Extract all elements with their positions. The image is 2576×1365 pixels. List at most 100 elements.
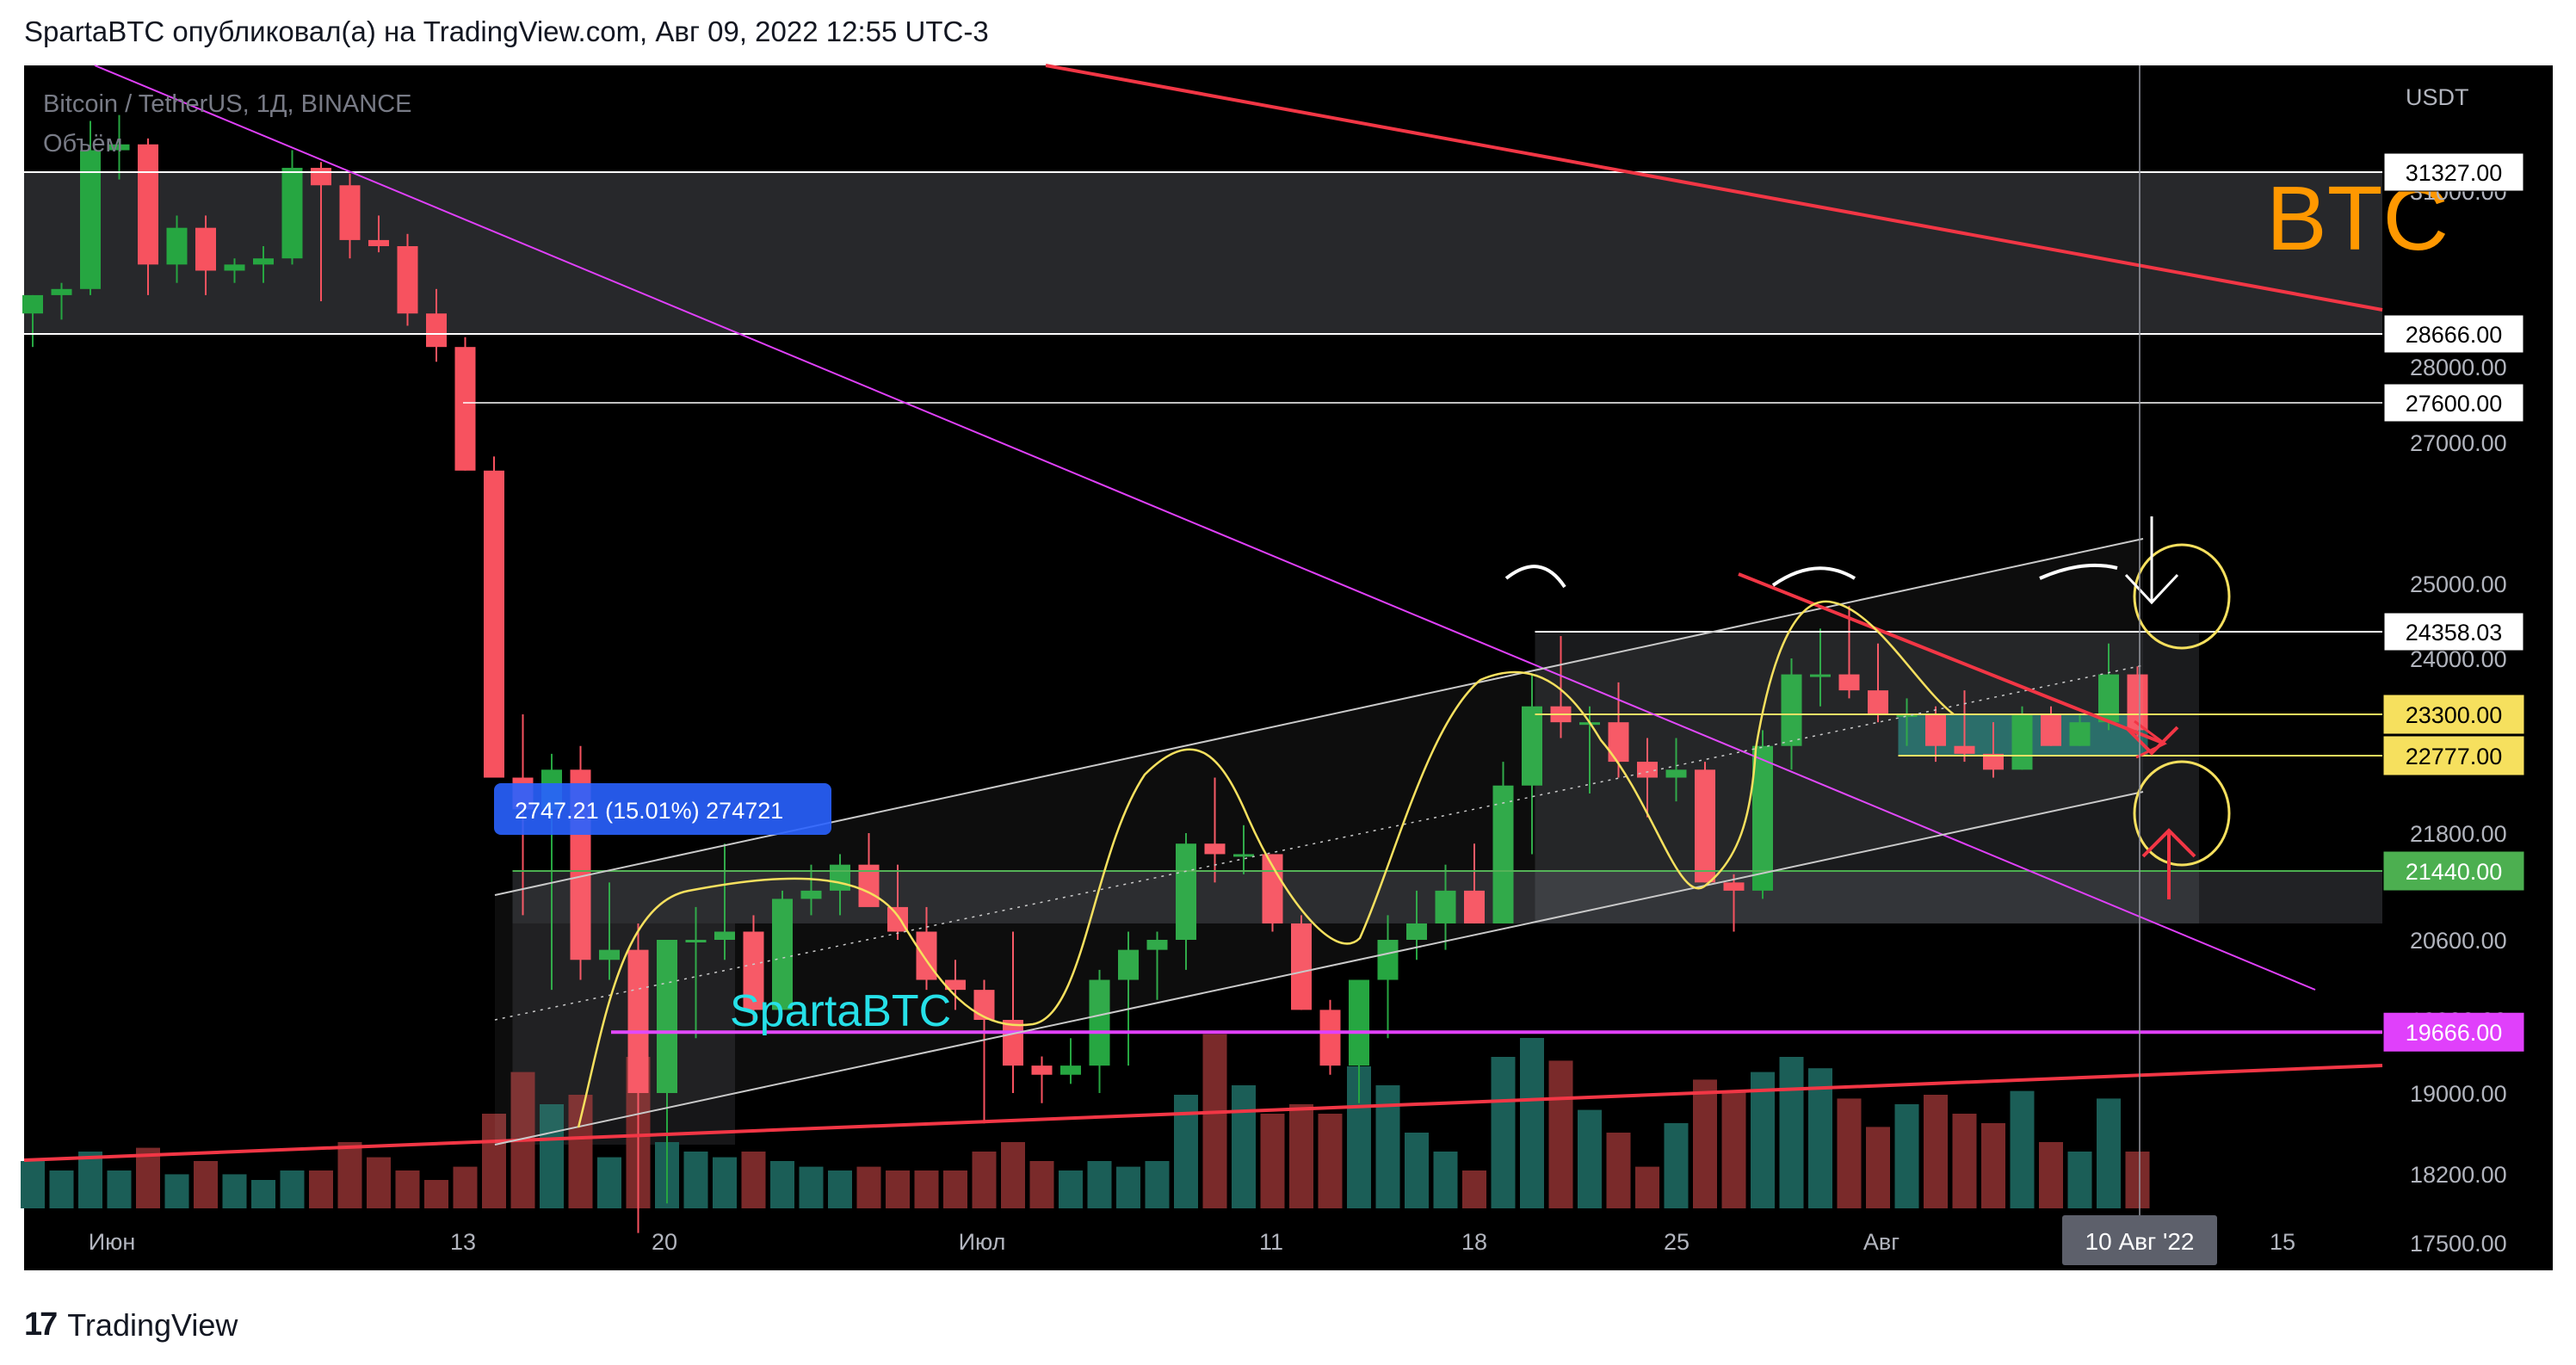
candle-body: [1522, 706, 1542, 786]
x-tick-label: 20: [652, 1229, 677, 1255]
volume-bar: [713, 1157, 737, 1208]
candle-body: [195, 227, 216, 271]
x-tick-label: Июн: [89, 1229, 136, 1255]
candle-body: [224, 264, 245, 271]
candle-body: [426, 313, 447, 348]
top-arc-3: [2039, 563, 2118, 580]
volume-bar: [1059, 1170, 1083, 1208]
volume-bar: [1751, 1072, 1775, 1208]
volume-bar: [395, 1170, 420, 1208]
candle-body: [743, 931, 764, 1010]
volume-bar: [482, 1114, 506, 1208]
top-arc-2: [1771, 566, 1856, 587]
candle-body: [1118, 949, 1139, 980]
symbol-title: Bitcoin / TetherUS, 1Д, BINANCE: [43, 90, 412, 118]
candle-body: [397, 246, 418, 314]
author-label: SpartaBTC: [730, 986, 951, 1036]
candle-body: [1492, 785, 1514, 923]
volume-bar: [1578, 1109, 1602, 1208]
red-trendline-top: [1045, 64, 2383, 312]
price-axis[interactable]: 31000.0028000.0027000.0025000.0024000.00…: [2383, 152, 2524, 1257]
volume-bar: [828, 1170, 852, 1208]
price-label-text: 19666.00: [2406, 1020, 2503, 1046]
price-label-text: 24358.03: [2406, 620, 2503, 645]
volume-bar: [2125, 1152, 2150, 1208]
volume-bar: [1029, 1161, 1054, 1208]
x-tick-label: 15: [2270, 1229, 2295, 1255]
candle-body: [1377, 940, 1399, 980]
candle-body: [627, 949, 649, 1093]
candle-body: [253, 258, 274, 265]
candle-body: [830, 864, 850, 891]
candle-body: [1031, 1065, 1053, 1075]
candle-body: [1060, 1065, 1081, 1075]
candle-body: [1637, 762, 1658, 778]
volume-bar: [194, 1161, 218, 1208]
publication-header: SpartaBTC опубликовал(а) на TradingView.…: [0, 0, 2576, 65]
volume-bar: [741, 1152, 766, 1208]
candle-body: [2069, 722, 2091, 746]
measure-tooltip: 2747.21 (15.01%) 274721: [494, 783, 831, 835]
candle-body: [714, 931, 735, 940]
candle-body: [1435, 890, 1456, 923]
candle-body: [1723, 882, 1745, 891]
candle-body: [454, 347, 476, 471]
candle-body: [1204, 843, 1226, 855]
volume-bar: [683, 1152, 708, 1208]
drawing-layer-front: [23, 64, 2383, 1215]
price-label-box: [2383, 851, 2524, 891]
volume-bar: [1808, 1068, 1832, 1208]
candle-body: [1954, 745, 1975, 754]
volume-bar: [1087, 1161, 1112, 1208]
volume-bar: [1433, 1152, 1458, 1208]
white-arrow-head: [2124, 573, 2179, 605]
volume-bar: [597, 1157, 621, 1208]
price-label-text: 21440.00: [2406, 859, 2503, 885]
price-label-box: [2383, 695, 2524, 734]
volume-bar: [1779, 1057, 1804, 1208]
red-trendline-short: [1738, 572, 2165, 745]
volume-bar: [1145, 1161, 1170, 1208]
volume-bar: [856, 1166, 881, 1208]
volume-bar: [1491, 1057, 1516, 1208]
price-label-text: 22777.00: [2406, 744, 2503, 769]
volume-bar: [1952, 1114, 1977, 1208]
candle-body: [108, 144, 130, 151]
candle-body: [368, 239, 389, 247]
candle-body: [281, 168, 303, 259]
volume-bar: [1721, 1090, 1746, 1208]
candle-body: [339, 185, 361, 240]
candle-body: [1925, 714, 1946, 746]
tradingview-logo[interactable]: 17 TradingView: [24, 1306, 238, 1343]
volume-bar: [568, 1095, 593, 1208]
red-down-arrow-head: [2124, 726, 2179, 756]
volume-bar: [1548, 1060, 1573, 1208]
time-axis[interactable]: Июн1320Июл111825Авг815: [89, 1229, 2295, 1255]
price-label-box: [2383, 612, 2524, 652]
volume-bar: [1232, 1085, 1256, 1208]
volume-bars: [21, 1034, 2150, 1208]
footer: [0, 1282, 2576, 1365]
y-tick-label: 27000.00: [2410, 430, 2507, 456]
volume-bar: [424, 1180, 448, 1208]
volume-bar: [251, 1180, 275, 1208]
price-label-box: [2383, 736, 2524, 775]
volume-bar: [770, 1161, 794, 1208]
volume-label: Объём: [43, 130, 122, 158]
price-axis-background: [2382, 65, 2553, 1270]
volume-bar: [1116, 1166, 1140, 1208]
candle-body: [138, 144, 158, 265]
candle-body: [2011, 714, 2033, 770]
candle-body: [685, 940, 707, 942]
price-label-text: 23300.00: [2406, 702, 2503, 728]
price-label-text: 27600.00: [2406, 391, 2503, 417]
tradingview-logo-text: TradingView: [67, 1306, 238, 1343]
x-tick-label: 11: [1259, 1229, 1283, 1255]
yellow-circle-bottom: [2133, 760, 2231, 867]
channel-median: [494, 664, 2144, 1021]
volume-bar: [943, 1170, 967, 1208]
volume-bar: [1924, 1095, 1948, 1208]
candle-body: [1233, 854, 1254, 857]
magenta-trendline: [94, 65, 2316, 991]
